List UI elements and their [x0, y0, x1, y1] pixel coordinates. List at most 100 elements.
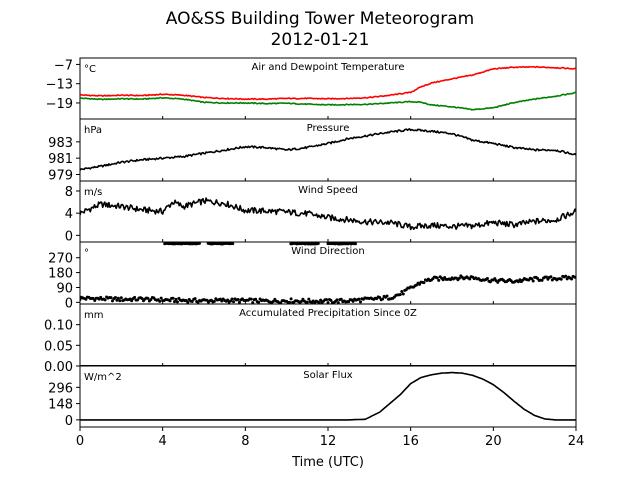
panel-title: Air and Dewpoint Temperature	[252, 62, 405, 73]
wind-direction-point	[158, 299, 162, 303]
series-line-pressure	[80, 128, 576, 171]
wind-direction-point	[316, 242, 320, 245]
x-tick-label: 4	[159, 434, 167, 449]
wind-direction-point	[570, 277, 574, 281]
y-tick-label: 296	[48, 381, 73, 396]
x-tick-label: 24	[568, 434, 585, 449]
panel-data	[80, 65, 576, 111]
panel-unit-label: W/m^2	[84, 372, 122, 383]
panel-title: Wind Direction	[291, 246, 365, 257]
x-tick-label: 20	[485, 434, 502, 449]
wind-direction-point	[226, 298, 230, 302]
wind-direction-point	[319, 298, 323, 302]
wind-direction-point	[329, 298, 333, 302]
wind-direction-point	[468, 277, 472, 281]
y-tick-label: 0	[65, 414, 73, 429]
wind-direction-point	[335, 298, 339, 302]
wind-direction-point	[230, 297, 234, 301]
wind-direction-point	[118, 299, 122, 303]
panel-data	[80, 128, 576, 171]
wind-direction-point	[251, 301, 255, 304]
wind-direction-point	[115, 298, 119, 302]
panel-title: Solar Flux	[303, 370, 353, 381]
wind-direction-point	[544, 275, 548, 279]
wind-direction-point	[175, 300, 179, 304]
wind-direction-point	[357, 297, 361, 301]
series-line-air-temperature	[80, 65, 576, 101]
wind-direction-point	[351, 299, 355, 303]
wind-direction-point	[325, 298, 329, 302]
x-tick-label: 8	[241, 434, 249, 449]
y-tick-label: 979	[48, 168, 73, 183]
y-tick-label: 983	[48, 136, 73, 151]
wind-direction-point	[317, 301, 321, 304]
panel-title: Pressure	[307, 123, 350, 134]
panel-unit-label: °C	[84, 64, 96, 75]
wind-direction-point	[171, 296, 175, 300]
y-tick-label: −13	[46, 78, 73, 93]
wind-direction-point	[574, 276, 576, 280]
wind-direction-point	[116, 296, 120, 300]
panel-data	[80, 371, 576, 421]
wind-direction-point	[113, 295, 117, 299]
wind-direction-point	[84, 297, 88, 301]
wind-direction-point	[93, 298, 97, 302]
wind-direction-point	[385, 294, 389, 298]
wind-direction-point	[400, 290, 404, 294]
wind-direction-point	[435, 276, 439, 280]
wind-direction-point	[437, 278, 441, 282]
wind-direction-point	[236, 298, 240, 302]
wind-direction-point	[418, 282, 422, 286]
wind-direction-point	[530, 277, 534, 281]
wind-direction-point	[231, 242, 235, 246]
wind-direction-point	[193, 297, 197, 301]
wind-direction-point	[531, 279, 535, 283]
wind-direction-point	[119, 296, 123, 300]
wind-direction-point	[422, 281, 426, 285]
wind-direction-point	[232, 300, 236, 304]
y-tick-label: 90	[56, 281, 73, 296]
wind-direction-point	[336, 301, 340, 304]
wind-direction-point	[99, 295, 103, 299]
chart-title: AO&SS Building Tower Meteorogram	[166, 9, 474, 29]
panel-title: Wind Speed	[298, 185, 358, 196]
wind-direction-point	[130, 299, 134, 303]
x-tick-label: 12	[320, 434, 337, 449]
wind-direction-point	[103, 298, 107, 302]
wind-direction-point	[441, 278, 445, 282]
y-tick-label: 148	[48, 398, 73, 413]
wind-direction-point	[299, 299, 303, 303]
series-line-solar-flux	[80, 371, 576, 421]
y-tick-label: −19	[46, 97, 73, 112]
wind-direction-point	[353, 242, 357, 246]
wind-direction-point	[229, 299, 233, 303]
wind-direction-point	[549, 275, 553, 279]
series-line-dewpoint	[80, 91, 576, 111]
y-tick-label: −7	[54, 58, 73, 73]
x-tick-label: 0	[76, 434, 84, 449]
panel-wind-speed: 8 4 0 m/s Wind Speed	[65, 180, 577, 244]
panel-unit-label: m/s	[84, 187, 102, 198]
wind-direction-point	[190, 300, 194, 304]
y-tick-label: 0.10	[44, 319, 73, 334]
wind-direction-point	[136, 298, 140, 302]
wind-direction-point	[358, 300, 362, 304]
wind-direction-point	[288, 300, 292, 304]
panel-unit-label: °	[84, 248, 89, 259]
wind-direction-point	[289, 297, 293, 301]
wind-direction-point	[381, 297, 385, 301]
wind-direction-point	[159, 296, 163, 300]
wind-direction-point	[168, 299, 172, 303]
wind-direction-point	[110, 299, 114, 303]
wind-direction-point	[485, 277, 489, 281]
wind-direction-point	[564, 274, 568, 278]
x-tick-label: 16	[402, 434, 419, 449]
y-tick-label: 0	[65, 296, 73, 311]
wind-direction-point	[257, 300, 261, 304]
wind-direction-point	[559, 277, 563, 281]
wind-direction-point	[339, 297, 343, 301]
chart-subtitle: 2012-01-21	[271, 30, 370, 50]
y-tick-label: 270	[48, 252, 73, 267]
